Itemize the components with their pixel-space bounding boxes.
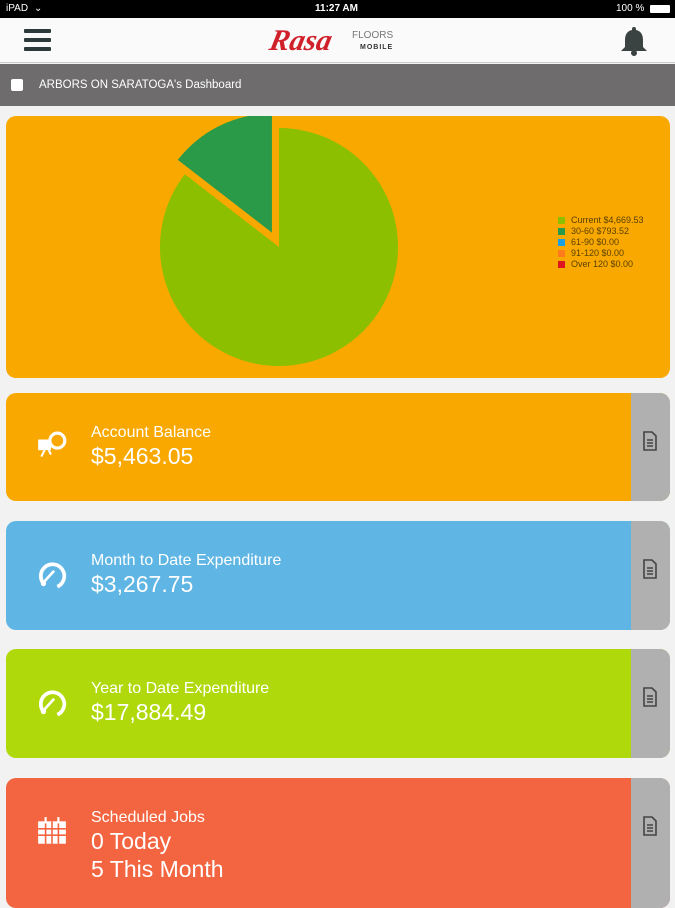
aging-pie-chart: Current $4,669.53 30-60 $793.52 61-90 $0.0… <box>6 116 670 378</box>
card-account-balance[interactable]: Account Balance $5,463.05 <box>6 393 670 501</box>
money-icon <box>38 431 67 458</box>
card-label: Account Balance <box>91 424 212 441</box>
card-label: Scheduled Jobs <box>91 809 205 826</box>
pie-slice-current[interactable] <box>159 128 398 366</box>
legend-item: 61-90 $0.00 <box>558 237 644 248</box>
calendar-icon <box>38 817 66 844</box>
card-label: Year to Date Expenditure <box>91 680 270 697</box>
card-month-to-date-expenditure[interactable]: Month to Date Expenditure $3,267.75 <box>6 521 670 630</box>
card-value: $17,884.49 <box>91 699 207 725</box>
legend-item: Current $4,669.53 <box>558 215 644 226</box>
status-bar: iPAD ⌄ 11:27 AM 100 % <box>0 0 675 18</box>
logo: Rasa FLOORS MOBILE <box>267 24 410 58</box>
card-value: $3,267.75 <box>91 571 194 597</box>
legend-swatch <box>558 239 565 246</box>
card-year-to-date-expenditure[interactable]: Year to Date Expenditure $17,884.49 <box>6 649 670 758</box>
legend-swatch <box>558 228 565 235</box>
legend-label: Over 120 $0.00 <box>571 259 634 269</box>
app-header: Rasa FLOORS MOBILE <box>0 18 675 63</box>
legend-swatch <box>558 217 565 224</box>
legend-item: 91-120 $0.00 <box>558 248 644 259</box>
gauge-icon <box>39 562 67 589</box>
battery-icon <box>650 5 670 13</box>
document-icon <box>643 431 657 451</box>
user-icon <box>11 79 23 91</box>
legend-item: Over 120 $0.00 <box>558 259 644 270</box>
document-icon <box>643 816 657 836</box>
device-label: iPAD <box>6 3 29 14</box>
dashboard-title: ARBORS ON SARATOGA's Dashboard <box>39 79 242 91</box>
card-label: Month to Date Expenditure <box>91 552 282 569</box>
card-value-secondary: 5 This Month <box>91 856 224 882</box>
card-scheduled-jobs[interactable]: Scheduled Jobs 0 Today 5 This Month <box>6 778 670 908</box>
wifi-icon: ⌄ <box>34 3 43 14</box>
legend-item: 30-60 $793.52 <box>558 226 644 237</box>
legend-label: 30-60 $793.52 <box>571 226 630 236</box>
hamburger-menu-button[interactable] <box>24 29 51 53</box>
chart-legend: Current $4,669.53 30-60 $793.52 61-90 $0.0… <box>558 215 644 270</box>
logo-text: Rasa <box>266 24 336 57</box>
logo-mobile: MOBILE <box>360 44 394 51</box>
document-icon <box>643 687 657 707</box>
card-value: 0 Today <box>91 828 172 854</box>
details-button[interactable] <box>631 521 670 630</box>
legend-label: 91-120 $0.00 <box>571 248 625 258</box>
battery-label: 100 % <box>616 3 645 14</box>
card-value: $5,463.05 <box>91 443 194 469</box>
legend-swatch <box>558 250 565 257</box>
legend-label: 61-90 $0.00 <box>571 237 620 247</box>
bell-icon[interactable] <box>618 25 650 57</box>
details-button[interactable] <box>631 393 670 501</box>
dashboard-title-bar: ARBORS ON SARATOGA's Dashboard <box>0 64 675 106</box>
document-icon <box>643 559 657 579</box>
legend-swatch <box>558 261 565 268</box>
pie-svg <box>159 116 398 366</box>
details-button[interactable] <box>631 778 670 908</box>
details-button[interactable] <box>631 649 670 758</box>
gauge-icon <box>39 690 67 717</box>
pie-slice-30-60[interactable] <box>177 116 272 233</box>
legend-label: Current $4,669.53 <box>571 215 644 225</box>
logo-floors: FLOORS <box>352 30 394 41</box>
clock: 11:27 AM <box>315 3 358 14</box>
